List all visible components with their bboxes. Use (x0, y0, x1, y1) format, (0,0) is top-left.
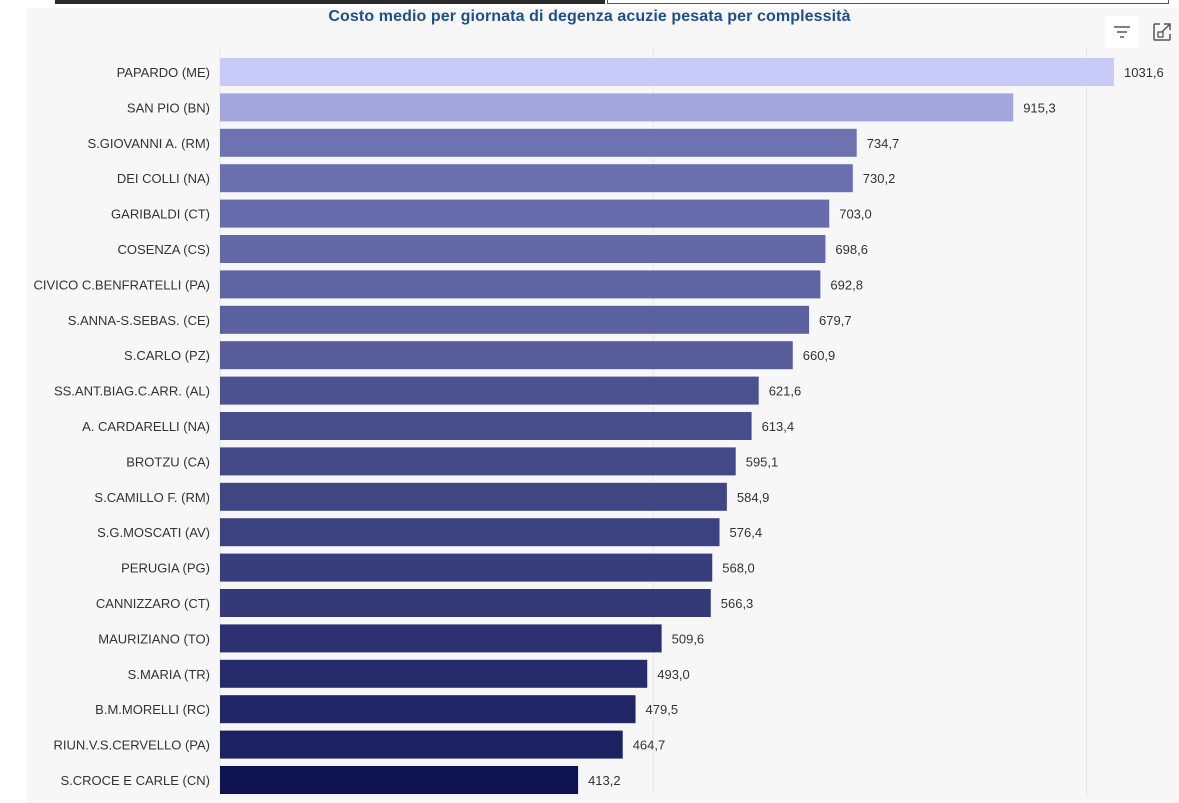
category-label: S.CAMILLO F. (RM) (94, 490, 210, 505)
bar[interactable] (220, 199, 830, 228)
filter-lines-icon (1114, 26, 1130, 38)
category-label: S.MARIA (TR) (128, 667, 210, 682)
data-label: 692,8 (830, 277, 863, 292)
data-label: 479,5 (646, 702, 679, 717)
category-label: CIVICO C.BENFRATELLI (PA) (34, 277, 211, 292)
data-label: 595,1 (746, 454, 779, 469)
focus-mode-icon (1153, 23, 1171, 41)
category-label: S.CROCE E CARLE (CN) (60, 773, 210, 788)
category-label: BROTZU (CA) (126, 454, 210, 469)
category-label: B.M.MORELLI (RC) (95, 702, 210, 717)
category-label: MAURIZIANO (TO) (98, 631, 210, 646)
data-label: 915,3 (1023, 100, 1056, 115)
data-label: 703,0 (839, 207, 872, 222)
bar[interactable] (220, 730, 623, 759)
category-label: SS.ANT.BIAG.C.ARR. (AL) (54, 384, 210, 399)
category-label: RIUN.V.S.CERVELLO (PA) (53, 738, 210, 753)
top-bar-right (607, 0, 1169, 4)
data-label: 509,6 (672, 631, 705, 646)
category-label: S.ANNA-S.SEBAS. (CE) (68, 313, 210, 328)
bar[interactable] (220, 695, 636, 724)
data-label: 413,2 (588, 773, 621, 788)
category-label: GARIBALDI (CT) (111, 207, 210, 222)
data-label: 568,0 (722, 561, 755, 576)
data-label: 584,9 (737, 490, 770, 505)
data-label: 621,6 (769, 384, 802, 399)
bar[interactable] (220, 518, 720, 547)
data-label: 576,4 (730, 525, 763, 540)
bar[interactable] (220, 447, 736, 476)
category-label: S.G.MOSCATI (AV) (97, 525, 210, 540)
category-label: A. CARDARELLI (NA) (82, 419, 210, 434)
bar[interactable] (220, 93, 1014, 122)
data-label: 493,0 (657, 667, 690, 682)
data-label: 613,4 (762, 419, 795, 434)
category-label: S.GIOVANNI A. (RM) (87, 136, 210, 151)
category-label: PERUGIA (PG) (121, 561, 210, 576)
data-label: 464,7 (633, 738, 666, 753)
bar[interactable] (220, 766, 579, 794)
bar[interactable] (220, 659, 648, 688)
filter-button[interactable] (1105, 16, 1139, 48)
bar[interactable] (220, 270, 821, 299)
category-label: CANNIZZARO (CT) (96, 596, 210, 611)
category-label: DEI COLLI (NA) (117, 171, 210, 186)
bar[interactable] (220, 589, 711, 617)
chart-title: Costo medio per giornata di degenza acuz… (328, 8, 851, 25)
bar[interactable] (220, 58, 1114, 86)
focus-mode-button[interactable] (1147, 16, 1177, 48)
category-label: COSENZA (CS) (118, 242, 210, 257)
category-label: SAN PIO (BN) (127, 100, 210, 115)
bar[interactable] (220, 341, 793, 370)
bar[interactable] (220, 305, 810, 334)
bar[interactable] (220, 128, 857, 157)
data-label: 1031,6 (1124, 65, 1164, 80)
bar[interactable] (220, 164, 853, 193)
data-label: 679,7 (819, 313, 852, 328)
bar[interactable] (220, 376, 759, 405)
category-label: PAPARDO (ME) (117, 65, 210, 80)
top-bar-left (55, 0, 605, 4)
data-label: 734,7 (867, 136, 900, 151)
bar[interactable] (220, 482, 727, 511)
data-label: 660,9 (803, 348, 836, 363)
data-label: 698,6 (835, 242, 868, 257)
bar[interactable] (220, 235, 826, 263)
bar[interactable] (220, 553, 713, 582)
category-label: S.CARLO (PZ) (124, 348, 210, 363)
data-label: 730,2 (863, 171, 896, 186)
data-label: 566,3 (721, 596, 754, 611)
bar[interactable] (220, 412, 752, 440)
bar[interactable] (220, 624, 662, 653)
